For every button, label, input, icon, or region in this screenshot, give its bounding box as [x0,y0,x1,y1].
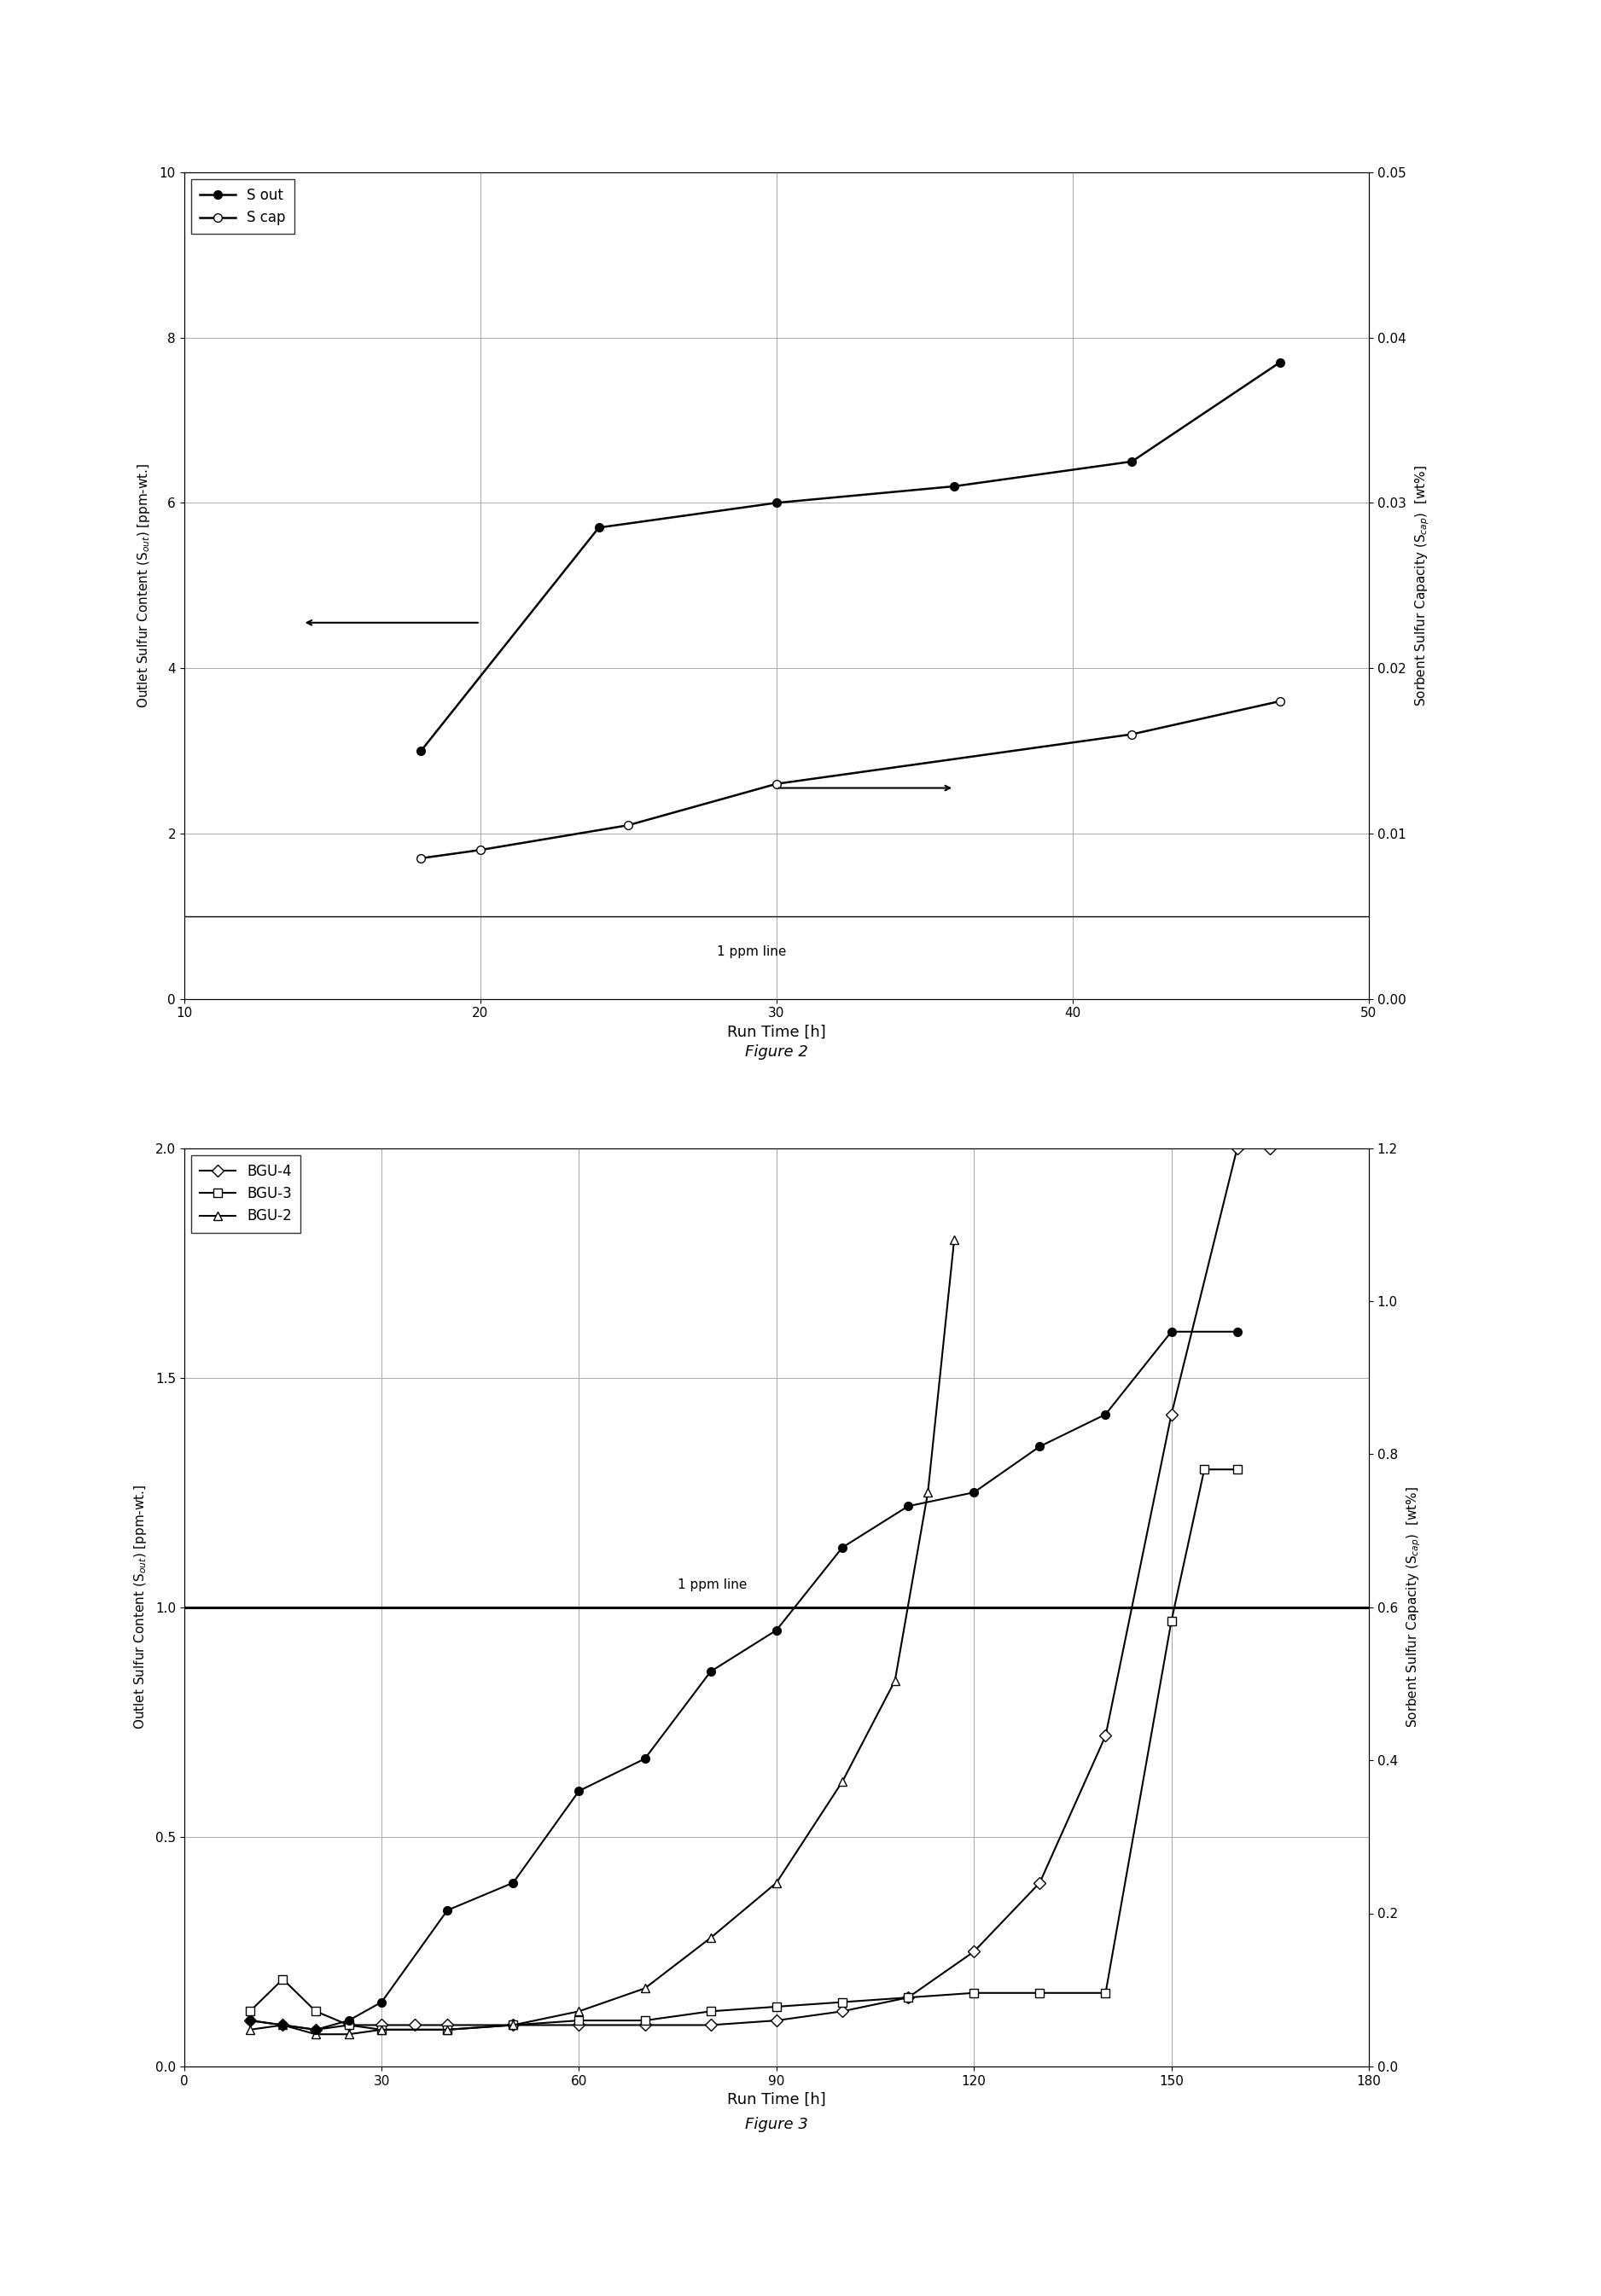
BGU-2 [885,1667,905,1694]
BGU-2 [945,1226,964,1254]
Text: 1 ppm line: 1 ppm line [717,946,786,957]
BGU-2 [437,2016,456,2043]
BGU-3 [964,1979,983,2007]
BGU-4 [570,2011,589,2039]
BGU-3 [833,1988,852,2016]
BGU-3 [1194,1456,1214,1483]
BGU-4 [701,2011,720,2039]
BGU-4 [371,2011,391,2039]
X-axis label: Run Time [h]: Run Time [h] [727,2092,826,2108]
BGU-3 [701,1998,720,2025]
BGU-3 [898,1984,917,2011]
Text: 1 ppm line: 1 ppm line [677,1577,748,1591]
BGU-2 [636,1975,655,2002]
Y-axis label: Outlet Sulfur Content (S$_{out}$) [ppm-wt.]: Outlet Sulfur Content (S$_{out}$) [ppm-w… [131,1486,149,1729]
BGU-2 [339,2020,359,2048]
BGU-2 [240,2016,259,2043]
BGU-3 [1029,1979,1049,2007]
BGU-2 [306,2020,325,2048]
Legend: S out, S cap: S out, S cap [191,179,295,234]
BGU-4 [767,2007,786,2034]
BGU-3 [240,1998,259,2025]
Text: Figure 2: Figure 2 [744,1045,809,1061]
BGU-2 [274,2011,293,2039]
BGU-2 [504,2011,524,2039]
Line: BGU-3: BGU-3 [247,1465,1241,2034]
Line: BGU-4: BGU-4 [247,1143,1274,2034]
BGU-3 [767,1993,786,2020]
BGU-4 [240,2007,259,2034]
BGU-3 [339,2011,359,2039]
BGU-3 [570,2007,589,2034]
BGU-4 [1029,1869,1049,1896]
BGU-2 [833,1768,852,1795]
BGU-3 [504,2011,524,2039]
BGU-4 [964,1938,983,1965]
BGU-4 [437,2011,456,2039]
BGU-3 [437,2016,456,2043]
BGU-3 [1162,1607,1182,1635]
BGU-4 [306,2016,325,2043]
Legend: BGU-4, BGU-3, BGU-2: BGU-4, BGU-3, BGU-2 [191,1155,301,1233]
BGU-3 [371,2016,391,2043]
BGU-4 [339,2011,359,2039]
BGU-4 [636,2011,655,2039]
BGU-4 [274,2011,293,2039]
Y-axis label: Outlet Sulfur Content (S$_{out}$) [ppm-wt.]: Outlet Sulfur Content (S$_{out}$) [ppm-w… [136,464,152,707]
BGU-4 [833,1998,852,2025]
BGU-4 [1228,1134,1247,1162]
BGU-2 [767,1869,786,1896]
Text: Figure 3: Figure 3 [744,2117,809,2133]
BGU-4 [1260,1134,1279,1162]
BGU-3 [636,2007,655,2034]
Y-axis label: Sorbent Sulfur Capacity (S$_{cap}$)  [wt%]: Sorbent Sulfur Capacity (S$_{cap}$) [wt%… [1406,1486,1423,1729]
Line: BGU-2: BGU-2 [247,1235,959,2039]
BGU-4 [1162,1401,1182,1428]
BGU-2 [371,2016,391,2043]
BGU-2 [919,1479,938,1506]
BGU-2 [701,1924,720,1952]
BGU-3 [1097,1979,1116,2007]
BGU-2 [570,1998,589,2025]
BGU-3 [274,1965,293,1993]
X-axis label: Run Time [h]: Run Time [h] [727,1024,826,1040]
BGU-4 [1097,1722,1116,1750]
BGU-3 [1228,1456,1247,1483]
BGU-4 [898,1984,917,2011]
BGU-3 [306,1998,325,2025]
Y-axis label: Sorbent Sulfur Capacity (S$_{cap}$)  [wt%]: Sorbent Sulfur Capacity (S$_{cap}$) [wt%… [1414,464,1431,707]
BGU-4 [405,2011,424,2039]
BGU-4 [504,2011,524,2039]
